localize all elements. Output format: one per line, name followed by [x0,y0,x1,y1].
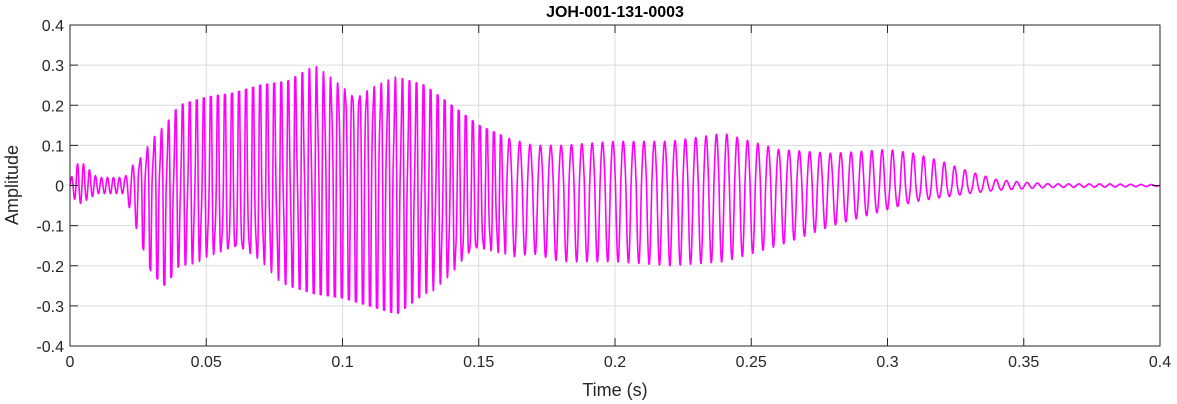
x-tick-label: 0.3 [876,354,898,371]
y-tick-label: 0.4 [42,18,64,35]
y-axis-tick-labels: -0.4 -0.3 -0.2 -0.1 0 0.1 0.2 0.3 0.4 [36,18,64,356]
x-tick-label: 0.25 [736,354,767,371]
y-tick-label: 0 [55,179,64,196]
y-tick-label: -0.2 [36,259,64,276]
waveform-line [69,65,1161,315]
plot-data [69,65,1161,315]
x-axis-label: Time (s) [582,380,647,400]
chart-title: JOH-001-131-0003 [546,4,684,21]
x-tick-label: 0.2 [604,354,626,371]
x-axis-tick-labels: 0 0.05 0.1 0.15 0.2 0.25 0.3 0.35 0.4 [66,354,1172,371]
x-tick-label: 0 [66,354,75,371]
x-tick-label: 0.05 [191,354,222,371]
y-tick-label: 0.3 [42,58,64,75]
x-tick-label: 0.4 [1149,354,1171,371]
y-tick-label: -0.1 [36,219,64,236]
y-tick-label: -0.3 [36,299,64,316]
x-tick-label: 0.35 [1008,354,1039,371]
x-tick-label: 0.15 [463,354,494,371]
y-axis-label: Amplitude [2,145,22,225]
y-tick-label: 0.2 [42,98,64,115]
y-tick-label: 0.1 [42,138,64,155]
y-tick-label: -0.4 [36,339,64,356]
x-tick-label: 0.1 [331,354,353,371]
tick-marks [69,24,1161,347]
